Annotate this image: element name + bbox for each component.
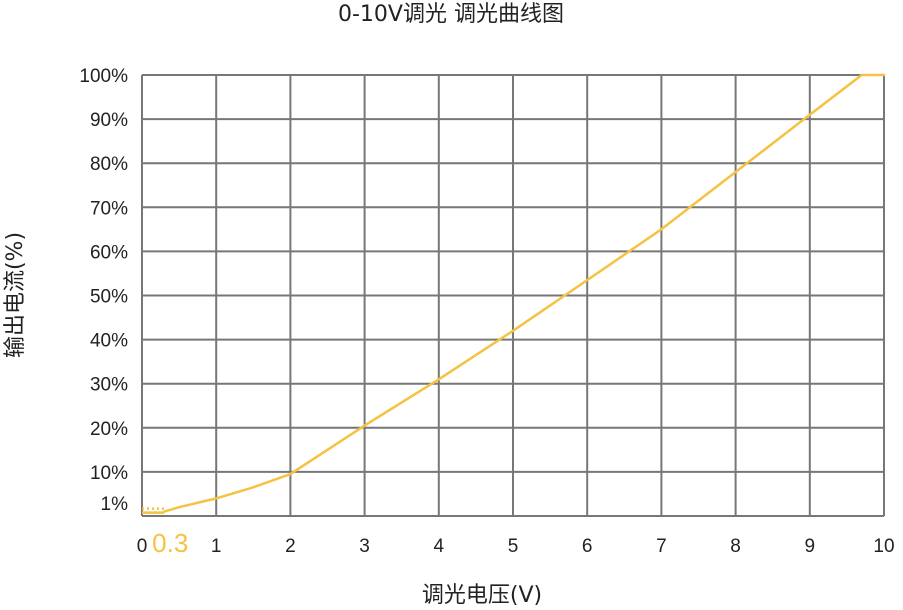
x-tick-label: 3: [359, 536, 370, 557]
y-tick-label: 20%: [90, 419, 128, 440]
y-tick-label: 1%: [101, 494, 129, 515]
y-tick-label: 50%: [90, 287, 128, 308]
series: 0.3: [142, 73, 886, 558]
x-tick-label: 4: [434, 536, 445, 557]
x-tick-label: 9: [805, 536, 816, 557]
y-tick-label: 100%: [79, 66, 128, 87]
x-tick-label: 10: [873, 536, 894, 557]
y-axis-tick-labels: 1% 10% 20% 30% 40% 50% 60% 70% 80% 90% 100%: [79, 66, 128, 515]
x-tick-label: 0: [137, 536, 148, 557]
threshold-marker-label: 0.3: [152, 528, 188, 558]
chart-title: 0-10V调光 调光曲线图: [338, 2, 564, 27]
y-tick-label: 80%: [90, 154, 128, 175]
x-tick-label: 1: [211, 536, 222, 557]
x-tick-label: 5: [508, 536, 519, 557]
x-tick-label: 2: [285, 536, 296, 557]
y-tick-label: 40%: [90, 331, 128, 352]
x-tick-label: 6: [582, 536, 593, 557]
grid: [141, 74, 885, 517]
x-tick-label: 8: [730, 536, 741, 557]
y-tick-label: 90%: [90, 110, 128, 131]
series-line: [163, 73, 886, 513]
y-axis-label: 输出电流(%): [3, 232, 28, 358]
x-axis-label: 调光电压(V): [422, 583, 542, 608]
x-axis-tick-labels: 0 1 2 3 4 5 6 7 8 9 10: [137, 536, 895, 557]
y-tick-label: 30%: [90, 375, 128, 396]
y-tick-label: 70%: [90, 198, 128, 219]
y-tick-label: 10%: [90, 463, 128, 484]
y-tick-label: 60%: [90, 242, 128, 263]
x-tick-label: 7: [656, 536, 667, 557]
